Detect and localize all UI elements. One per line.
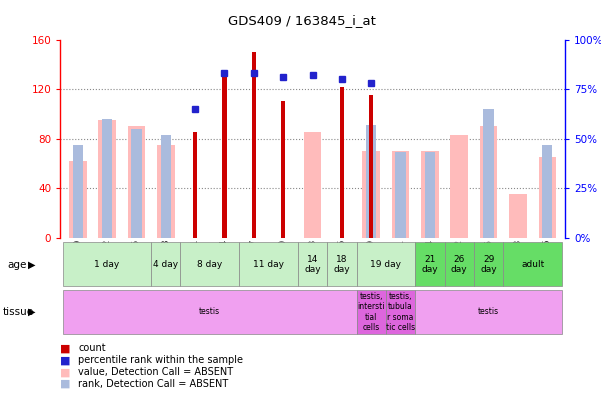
- Bar: [327, 242, 356, 286]
- Text: ▶: ▶: [28, 259, 35, 270]
- Text: testis,
intersti
tial
cells: testis, intersti tial cells: [358, 292, 385, 332]
- Bar: [281, 101, 285, 238]
- Bar: [298, 242, 327, 286]
- Text: percentile rank within the sample: percentile rank within the sample: [78, 355, 243, 366]
- Bar: [157, 145, 174, 238]
- Text: 1 day: 1 day: [94, 260, 120, 269]
- Bar: [356, 242, 415, 286]
- Bar: [366, 125, 376, 238]
- Bar: [193, 132, 197, 238]
- Text: 18
day: 18 day: [334, 255, 350, 274]
- Bar: [451, 135, 468, 238]
- Bar: [395, 152, 406, 238]
- Text: testis: testis: [199, 307, 221, 316]
- Bar: [151, 242, 180, 286]
- Bar: [415, 242, 445, 286]
- Bar: [386, 290, 415, 334]
- Bar: [445, 242, 474, 286]
- Bar: [63, 290, 356, 334]
- Text: age: age: [7, 259, 26, 270]
- Bar: [538, 157, 556, 238]
- Bar: [421, 151, 439, 238]
- Bar: [415, 290, 562, 334]
- Bar: [474, 242, 503, 286]
- Text: testis: testis: [478, 307, 499, 316]
- Text: 19 day: 19 day: [370, 260, 401, 269]
- Text: 11 day: 11 day: [253, 260, 284, 269]
- Bar: [222, 70, 227, 238]
- Bar: [542, 145, 552, 238]
- Text: ■: ■: [60, 343, 70, 354]
- Bar: [392, 151, 409, 238]
- Text: 14
day: 14 day: [304, 255, 321, 274]
- Bar: [69, 161, 87, 238]
- Text: rank, Detection Call = ABSENT: rank, Detection Call = ABSENT: [78, 379, 228, 389]
- Text: ■: ■: [60, 367, 70, 377]
- Text: tissue: tissue: [3, 307, 34, 317]
- Text: count: count: [78, 343, 106, 354]
- Bar: [102, 119, 112, 238]
- Bar: [483, 109, 494, 238]
- Text: GDS409 / 163845_i_at: GDS409 / 163845_i_at: [228, 14, 376, 27]
- Bar: [425, 152, 435, 238]
- Text: ▶: ▶: [28, 307, 35, 317]
- Bar: [509, 194, 527, 238]
- Bar: [131, 129, 142, 238]
- Text: 29
day: 29 day: [480, 255, 497, 274]
- Bar: [369, 95, 373, 238]
- Bar: [356, 290, 386, 334]
- Bar: [73, 145, 83, 238]
- Bar: [362, 151, 380, 238]
- Text: adult: adult: [521, 260, 545, 269]
- Bar: [180, 242, 239, 286]
- Text: 21
day: 21 day: [422, 255, 438, 274]
- Bar: [340, 87, 344, 238]
- Bar: [503, 242, 562, 286]
- Bar: [160, 135, 171, 238]
- Text: 8 day: 8 day: [197, 260, 222, 269]
- Text: ■: ■: [60, 355, 70, 366]
- Text: testis,
tubula
r soma
tic cells: testis, tubula r soma tic cells: [386, 292, 415, 332]
- Bar: [480, 126, 498, 238]
- Text: ■: ■: [60, 379, 70, 389]
- Bar: [63, 242, 151, 286]
- Text: 4 day: 4 day: [153, 260, 178, 269]
- Bar: [304, 132, 322, 238]
- Bar: [239, 242, 298, 286]
- Bar: [98, 120, 116, 238]
- Text: 26
day: 26 day: [451, 255, 468, 274]
- Bar: [252, 52, 256, 238]
- Text: value, Detection Call = ABSENT: value, Detection Call = ABSENT: [78, 367, 233, 377]
- Bar: [127, 126, 145, 238]
